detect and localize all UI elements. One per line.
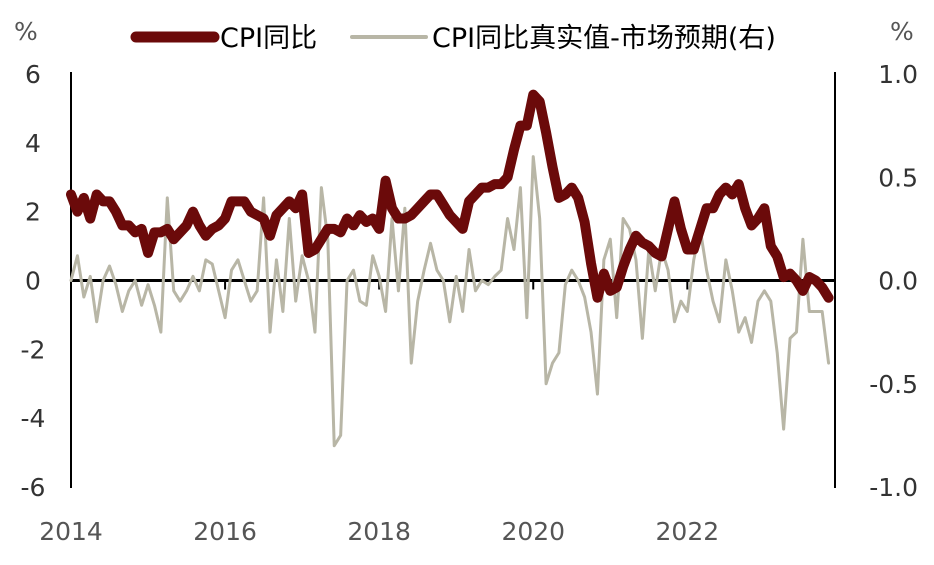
left-tick-label: -2 [21,335,46,364]
legend-label-cpi: CPI同比 [220,23,317,54]
legend: CPI同比 CPI同比真实值-市场预期(右) [130,23,776,54]
left-tick-label: 0 [25,267,41,296]
x-tick-label: 2016 [193,517,257,546]
right-tick-label: -0.5 [869,370,918,399]
series-line-real-vs-expected [69,155,831,448]
x-tick-label: 2014 [39,517,103,546]
left-axis-unit: % [14,17,38,46]
x-tick-label: 2020 [501,517,565,546]
left-tick-label: -6 [21,473,46,502]
left-tick-label: 6 [25,60,41,89]
right-tick-label: -1.0 [869,473,918,502]
right-tick-label: 0.0 [878,267,918,296]
left-tick-label: 2 [25,198,41,227]
right-axis-ticks: 1.0 0.5 0.0 -0.5 -1.0 [869,60,918,502]
left-tick-label: 4 [25,129,41,158]
right-axis-unit: % [890,17,914,46]
right-tick-label: 0.5 [878,163,918,192]
series-layer [66,89,834,448]
x-axis-ticks: 2014 2016 2018 2020 2022 [39,280,720,546]
x-tick-label: 2018 [347,517,411,546]
legend-label-real-vs-expected: CPI同比真实值-市场预期(右) [432,23,776,54]
right-tick-label: 1.0 [878,60,918,89]
series-line-cpi [66,89,834,303]
left-axis-ticks: 6 4 2 0 -2 -4 -6 [21,60,46,502]
x-tick-label: 2022 [656,517,720,546]
left-tick-label: -4 [21,404,46,433]
